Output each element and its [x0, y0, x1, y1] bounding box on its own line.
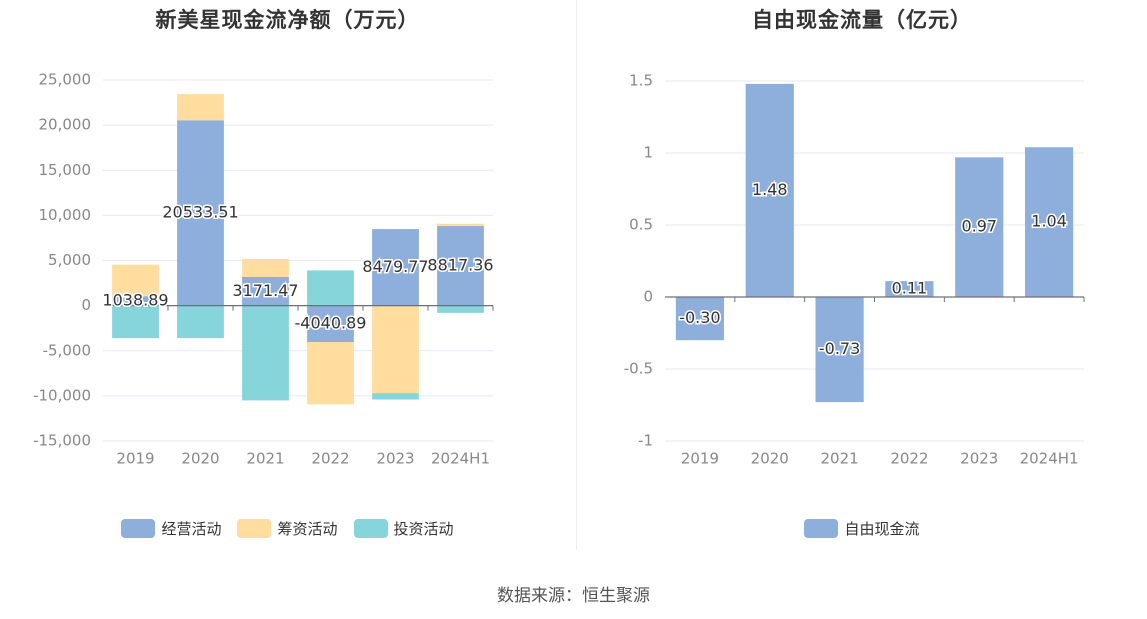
y-tick-label: 0.5 [629, 216, 653, 234]
data-label: -4040.89 [295, 313, 367, 332]
bar [372, 393, 419, 400]
left-chart-panel: 新美星现金流净额（万元） 25,000 20,000 15,000 10,000 5,0… [0, 0, 575, 560]
panel-divider [576, 0, 577, 550]
x-tick-label: 2021 [246, 450, 284, 468]
y-tick-label: -15,000 [33, 432, 91, 450]
x-tick-label: 2024H1 [431, 450, 490, 468]
legend-swatch [353, 519, 388, 538]
legend-label: 投资活动 [393, 520, 454, 538]
x-tick-label: 2020 [181, 450, 219, 468]
legend: 经营活动 筹资活动 投资活动 [0, 518, 575, 539]
bar [437, 223, 484, 227]
x-tick-label: 2021 [820, 450, 858, 468]
data-label: 1038.89 [102, 290, 168, 309]
bar [242, 277, 289, 306]
y-tick-label: 15,000 [39, 161, 92, 179]
bar [955, 157, 1004, 297]
data-label: -0.30 [679, 308, 720, 327]
x-tick-label: 2019 [116, 450, 154, 468]
bar [437, 226, 484, 306]
x-tick-label: 2020 [751, 450, 789, 468]
x-tick-label: 2022 [890, 450, 928, 468]
legend-label: 自由现金流 [844, 520, 920, 538]
legend-label: 经营活动 [161, 520, 222, 538]
y-tick-label: 0 [643, 288, 653, 306]
bar [675, 297, 725, 341]
bar [112, 305, 159, 339]
bar [177, 94, 224, 121]
bar [372, 305, 419, 394]
legend-item[interactable]: 投资活动 [353, 518, 454, 539]
bar [242, 258, 289, 278]
legend-swatch [237, 519, 272, 538]
y-tick-label: 1 [643, 144, 653, 162]
data-label: 1.04 [1031, 212, 1067, 231]
bar [177, 120, 224, 306]
x-tick-label: 2019 [681, 450, 719, 468]
bar [112, 296, 159, 306]
bar [307, 270, 354, 306]
legend-label: 筹资活动 [277, 520, 338, 538]
bar [885, 281, 934, 297]
y-tick-label: 0 [81, 296, 91, 314]
bar [242, 305, 289, 401]
y-tick-label: 25,000 [39, 71, 92, 89]
data-label: 0.11 [892, 279, 928, 298]
legend-swatch [121, 519, 156, 538]
bar [1024, 147, 1074, 297]
legend-swatch [804, 519, 839, 538]
chart-title: 自由现金流量（亿元） [752, 8, 972, 32]
y-tick-label: 20,000 [39, 116, 92, 134]
chart-title: 新美星现金流净额（万元） [155, 8, 420, 32]
legend: 自由现金流 [577, 518, 1147, 539]
legend-item[interactable]: 筹资活动 [237, 518, 338, 539]
data-label: 8817.36 [427, 255, 493, 274]
legend-item[interactable]: 自由现金流 [804, 518, 920, 539]
bar [177, 305, 224, 339]
data-label: 3171.47 [232, 281, 298, 300]
bar [745, 83, 794, 297]
legend-item[interactable]: 经营活动 [121, 518, 221, 539]
data-label: 8479.77 [362, 257, 428, 276]
data-label: 0.97 [961, 217, 997, 236]
bar [372, 229, 419, 306]
y-tick-label: -5,000 [43, 341, 91, 359]
x-tick-label: 2023 [376, 450, 414, 468]
bar [307, 305, 354, 343]
data-label: 1.48 [752, 180, 788, 199]
y-tick-label: 1.5 [629, 72, 653, 90]
free-cashflow-chart: 1.5 1 0.5 0 -0.5 -1 2019 2020 2021 2022 2023 2024H1… [624, 72, 1085, 468]
y-tick-label: -10,000 [33, 386, 91, 404]
y-tick-label: 10,000 [39, 206, 92, 224]
data-label: 20533.51 [162, 202, 238, 221]
x-tick-label: 2022 [311, 450, 349, 468]
bar [437, 305, 484, 313]
cashflow-net-chart: 25,000 20,000 15,000 10,000 5,000 0 -5,000 -10,… [33, 71, 495, 468]
y-tick-label: -1 [638, 432, 653, 450]
bar [112, 264, 159, 297]
y-tick-label: -0.5 [624, 360, 653, 378]
x-tick-label: 2024H1 [1020, 450, 1079, 468]
right-chart-panel: 自由现金流量（亿元） 1.5 1 0.5 0 -0.5 -1 2019 2020 2021 202… [577, 0, 1147, 560]
bar [307, 342, 354, 405]
x-tick-label: 2023 [960, 450, 998, 468]
data-source-note: 数据来源：恒生聚源 [497, 586, 650, 606]
data-label: -0.73 [819, 339, 860, 358]
bar [815, 297, 864, 403]
y-tick-label: 5,000 [48, 251, 91, 269]
